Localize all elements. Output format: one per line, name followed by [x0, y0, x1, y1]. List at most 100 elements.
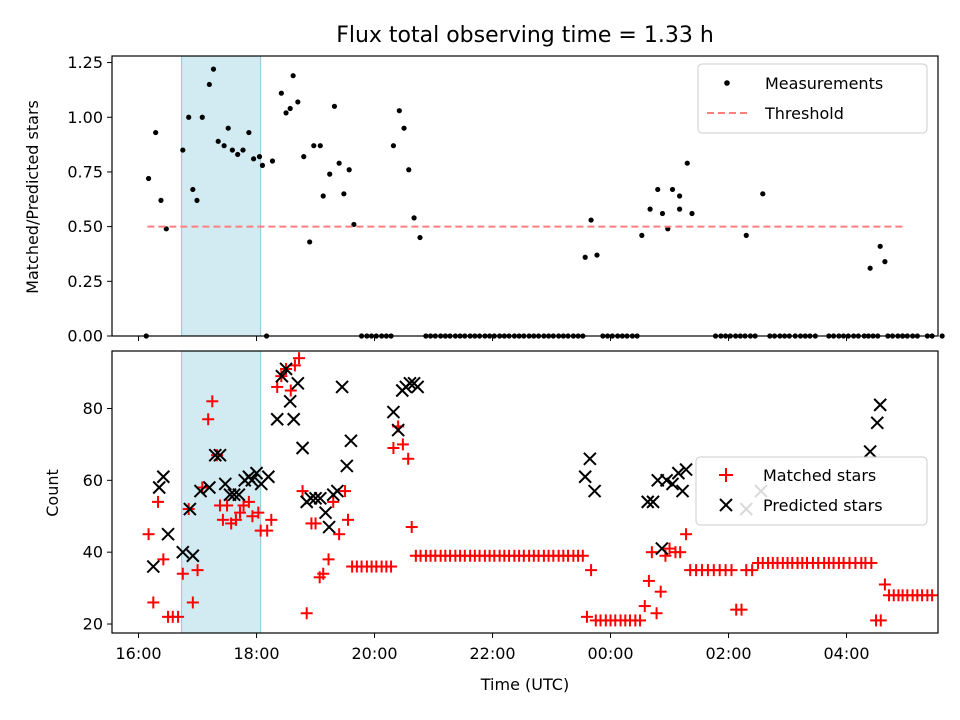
x-stroke	[641, 495, 655, 509]
matched-star-point	[242, 495, 255, 508]
predicted-star-point	[308, 491, 323, 505]
legend-matched-marker	[719, 468, 733, 482]
bottom-y-tick-label: 40	[83, 543, 103, 562]
measurement-point	[676, 206, 683, 212]
predicted-star-point	[202, 480, 217, 495]
measurement-point	[199, 114, 205, 120]
matched-star-point	[202, 413, 215, 426]
measurement-point	[278, 90, 284, 96]
predicted-star-point	[578, 470, 592, 484]
measurement-point	[269, 158, 276, 164]
top-legend: Measurements Threshold	[697, 63, 928, 134]
top-y-tick-label: 0.25	[67, 272, 103, 291]
x-stroke	[330, 484, 345, 498]
predicted-star-point	[410, 380, 425, 394]
matched-star-point	[317, 567, 330, 580]
measurement-point	[331, 103, 338, 109]
matched-star-point	[229, 513, 242, 526]
x-tick-label: 04:00	[823, 644, 869, 663]
x-stroke	[675, 484, 690, 498]
predicted-star-point	[671, 466, 686, 480]
matched-star-point	[580, 610, 593, 623]
measurement-point	[301, 154, 307, 160]
predicted-star-point	[313, 491, 327, 505]
bottom-panel: 20 40 60 80 16:00 18:00 20:00 22:00 00:00 02:00 0…	[43, 350, 939, 694]
matched-star-point	[402, 452, 415, 465]
matched-star-point	[654, 585, 667, 598]
matched-star-point	[186, 596, 199, 609]
predicted-star-point	[279, 362, 293, 376]
bottom-plot	[142, 352, 939, 627]
measurement-point	[669, 186, 676, 193]
measurement-point	[346, 167, 352, 173]
predicted-star-point	[340, 459, 354, 473]
measurement-point	[396, 108, 402, 114]
measurement-point	[256, 154, 263, 160]
x-stroke	[655, 541, 669, 556]
x-tick-label: 18:00	[233, 644, 279, 663]
predicted-star-point	[646, 495, 660, 509]
matched-star-point	[309, 517, 322, 530]
predicted-star-point	[322, 520, 336, 534]
x-stroke	[313, 491, 327, 505]
measurement-point	[317, 143, 323, 149]
measurement-point	[390, 143, 397, 149]
matched-star-point	[634, 614, 647, 627]
predicted-star-point	[679, 462, 693, 477]
top-axes-frame	[111, 55, 939, 337]
matched-star-point	[296, 485, 309, 498]
matched-star-point	[725, 564, 738, 577]
matched-star-point	[142, 528, 155, 541]
matched-star-point	[585, 564, 598, 577]
measurement-point	[401, 125, 407, 131]
predicted-star-point	[304, 491, 318, 505]
x-stroke	[863, 444, 877, 459]
x-stroke	[202, 480, 217, 495]
bottom-legend-box	[695, 456, 928, 526]
matched-star-point	[385, 560, 398, 573]
x-stroke	[391, 423, 405, 437]
bottom-y-tick-label: 60	[83, 471, 103, 490]
legend-predicted-marker	[719, 498, 733, 512]
measurement-point	[760, 191, 766, 197]
legend-predicted-label: Predicted stars	[763, 496, 883, 515]
measurement-point	[684, 160, 690, 166]
x-stroke	[227, 487, 241, 502]
x-stroke	[322, 520, 336, 534]
matched-star-point	[735, 603, 748, 616]
measurement-point	[246, 129, 252, 136]
predicted-star-point	[330, 484, 345, 498]
measurement-point	[647, 206, 653, 212]
matched-star-point	[252, 506, 265, 519]
measurement-point	[145, 175, 152, 182]
measurement-point	[194, 197, 200, 203]
x-stroke	[665, 477, 680, 491]
predicted-star-point	[344, 434, 358, 448]
predicted-star-point	[245, 473, 259, 488]
predicted-star-point	[208, 448, 222, 462]
predicted-star-point	[386, 405, 401, 419]
measurement-point	[582, 254, 588, 260]
predicted-star-point	[641, 495, 655, 509]
x-stroke	[410, 380, 425, 394]
measurement-point	[655, 186, 661, 193]
x-stroke	[186, 549, 200, 563]
predicted-star-point	[665, 477, 680, 491]
matched-star-point	[405, 521, 418, 534]
matched-star-point	[157, 553, 170, 566]
matched-star-point	[271, 380, 284, 393]
measurement-point	[939, 333, 945, 339]
bottom-x-ticks: 16:00 18:00 20:00 22:00 00:00 02:00 04:00	[115, 633, 870, 663]
measurement-point	[235, 151, 241, 158]
matched-star-point	[865, 556, 878, 569]
matched-star-point	[333, 528, 346, 541]
x-stroke	[583, 452, 597, 466]
measurement-point	[221, 143, 227, 149]
predicted-star-point	[291, 376, 305, 391]
matched-star-point	[746, 564, 759, 577]
x-stroke	[193, 484, 208, 498]
x-stroke	[183, 502, 197, 516]
top-x-ticks	[138, 336, 848, 341]
measurement-point	[588, 217, 594, 223]
x-stroke	[156, 470, 171, 484]
